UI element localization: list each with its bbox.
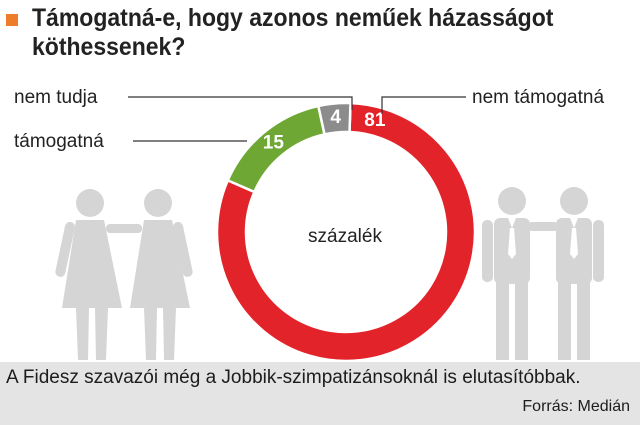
- men-figures-illustration: [482, 187, 604, 360]
- slice-nem-tamogatna: [215, 101, 477, 363]
- slice-value-tamogatna: 15: [263, 133, 285, 154]
- legend-label-nem-tamogatna: nem támogatná: [472, 87, 604, 108]
- leader-lines: [128, 96, 466, 142]
- footer-note: A Fidesz szavazói még a Jobbik-szimpatiz…: [6, 367, 581, 388]
- legend-label-tamogatna: támogatná: [14, 131, 104, 152]
- center-label: százalék: [308, 226, 382, 247]
- page-title: Támogatná-e, hogy azonos neműek házasság…: [32, 4, 554, 61]
- slice-nem-tudja: [316, 101, 352, 136]
- leader-line-nem-tamogatna: [381, 96, 466, 114]
- title-block: Támogatná-e, hogy azonos neműek házasság…: [6, 4, 634, 62]
- slice-value-nem-tamogatna: 81: [364, 110, 386, 131]
- title-marker: [6, 14, 18, 26]
- slice-value-nem-tudja: 4: [330, 107, 341, 128]
- source-credit: Forrás: Medián: [522, 398, 630, 415]
- donut-slices: [215, 101, 477, 363]
- legend-label-nem-tudja: nem tudja: [14, 87, 98, 108]
- leader-line-nem-tudja: [128, 96, 353, 110]
- footer-bar: A Fidesz szavazói még a Jobbik-szimpatiz…: [0, 362, 640, 425]
- women-figures-illustration: [55, 189, 193, 360]
